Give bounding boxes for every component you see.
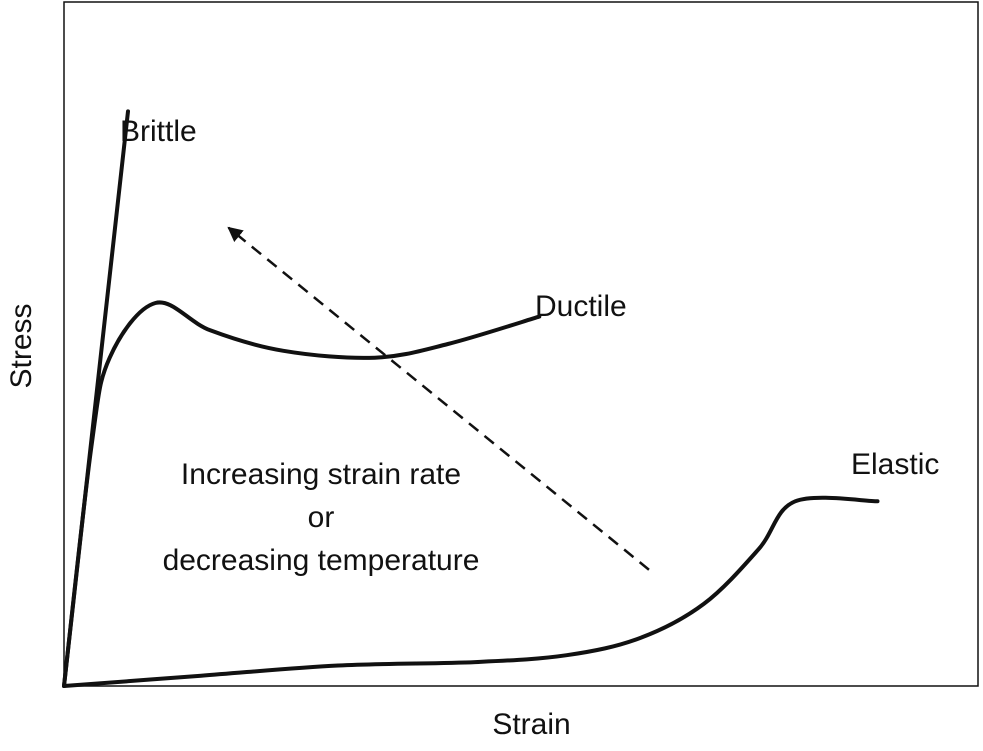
arrow-layer: [227, 226, 650, 571]
series-line-elastic: [62, 495, 880, 688]
x-axis-label: Strain: [492, 708, 571, 741]
series-line-ductile: [62, 300, 542, 688]
annotation-text: Increasing strain rate or decreasing tem…: [148, 453, 494, 582]
y-axis-label: Stress: [5, 303, 38, 389]
series-layer: [62, 109, 880, 688]
trend-arrow: [227, 226, 650, 571]
elastic-label: Elastic: [851, 448, 940, 481]
annotation-line-2: or: [307, 501, 335, 534]
plot-frame: [63, 1, 979, 687]
annotation-line-3: decreasing temperature: [162, 544, 480, 577]
brittle-label: Brittle: [120, 115, 197, 148]
annotation-line-1: Increasing strain rate: [180, 458, 462, 491]
ductile-label: Ductile: [535, 290, 627, 323]
